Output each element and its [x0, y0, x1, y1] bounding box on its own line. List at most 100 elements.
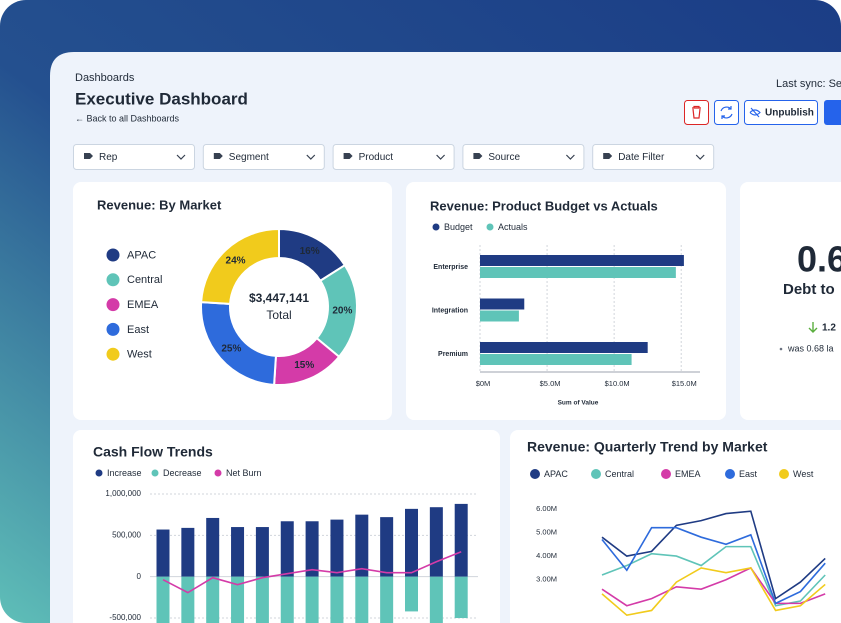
kpi-change: 1.2 — [822, 323, 836, 334]
chart-title: Revenue: Quarterly Trend by Market — [527, 439, 768, 455]
series-line — [162, 551, 462, 594]
legend-swatch — [95, 469, 103, 477]
kpi-comparison: was 0.68 la — [787, 343, 834, 353]
refresh-button[interactable] — [714, 100, 739, 125]
dropdown-box — [332, 144, 455, 170]
filter-dropdown[interactable]: Rep — [73, 144, 195, 170]
center-label: Total — [266, 308, 291, 322]
category-label: Premium — [438, 351, 468, 358]
bar — [280, 576, 294, 623]
bullet — [779, 347, 783, 351]
y-tick-label: -500,000 — [109, 613, 141, 622]
legend-swatch — [530, 469, 540, 479]
chevron-icon — [306, 154, 316, 160]
legend-swatch — [106, 322, 120, 336]
x-tick-label: $15.0M — [672, 379, 697, 388]
legend-swatch — [725, 469, 735, 479]
tag-icon — [84, 153, 93, 159]
x-axis-label: Sum of Value — [558, 400, 599, 407]
kpi-value: 0.6 — [797, 239, 841, 280]
legend-label: Central — [605, 469, 634, 479]
bar — [429, 507, 443, 577]
dropdown-box — [202, 144, 325, 170]
bar — [429, 576, 443, 623]
breadcrumb: Dashboards — [75, 72, 135, 84]
filter-dropdown[interactable]: Segment — [202, 144, 325, 170]
delete-button[interactable] — [684, 100, 709, 125]
x-tick-label: $0M — [476, 379, 491, 388]
legend-label: Budget — [444, 222, 473, 232]
y-tick-label: 4.00M — [536, 551, 557, 560]
bar — [355, 576, 369, 623]
legend-label: APAC — [544, 469, 568, 479]
kpi-label: Debt to — [783, 281, 835, 298]
bar — [480, 255, 684, 266]
legend-label: EMEA — [127, 299, 159, 311]
bar — [454, 503, 468, 577]
legend-swatch — [106, 347, 120, 361]
filter-dropdown[interactable]: Product — [332, 144, 455, 170]
chevron-icon — [695, 154, 705, 160]
unpublish-button[interactable]: Unpublish — [744, 100, 818, 125]
bar — [156, 529, 170, 577]
legend-label: Decrease — [163, 468, 202, 478]
category-label: Enterprise — [433, 264, 468, 271]
bar — [181, 527, 195, 577]
back-link[interactable]: ← Back to all Dashboards — [75, 113, 180, 123]
category-label: Integration — [432, 307, 468, 314]
tag-icon — [343, 153, 353, 159]
filter-dropdown[interactable]: Date Filter — [592, 144, 715, 170]
bar — [181, 576, 195, 623]
bar — [255, 527, 269, 577]
button-label: Unpublish — [765, 108, 814, 119]
bar — [454, 576, 468, 619]
legend-swatch — [106, 273, 120, 287]
bar — [405, 576, 418, 612]
dropdown-box — [462, 144, 585, 170]
legend-swatch — [214, 469, 222, 477]
bar — [206, 576, 220, 623]
legend-swatch — [779, 469, 789, 479]
filter-dropdown[interactable]: Source — [462, 144, 585, 170]
bar — [480, 342, 648, 353]
slice-label: 24% — [226, 255, 246, 266]
donut-slice — [200, 227, 280, 305]
bar — [231, 527, 245, 577]
slice-label: 25% — [221, 344, 241, 355]
legend-swatch — [591, 469, 601, 479]
bar — [280, 521, 294, 577]
bar — [480, 354, 632, 365]
bar — [355, 514, 369, 577]
bar — [405, 508, 418, 577]
legend-label: APAC — [127, 249, 156, 261]
center-value: $3,447,141 — [249, 291, 309, 305]
chevron-icon — [436, 154, 446, 160]
legend-swatch — [432, 223, 440, 231]
legend-label: EMEA — [675, 469, 701, 479]
legend-label: Increase — [107, 468, 142, 478]
y-tick-label: 0 — [137, 572, 142, 581]
chevron-icon — [176, 154, 186, 160]
series-line — [601, 510, 826, 600]
legend-label: Central — [127, 274, 162, 286]
bar — [305, 521, 319, 577]
chevron-icon — [565, 154, 575, 160]
legend-label: West — [793, 469, 814, 479]
bar — [480, 310, 519, 322]
legend-label: East — [127, 324, 149, 336]
tag-icon — [603, 153, 613, 159]
bar — [231, 576, 245, 623]
last-sync: Last sync: Se — [776, 78, 841, 90]
legend-label: East — [739, 469, 758, 479]
dropdown-box — [73, 144, 195, 170]
legend-label: West — [127, 349, 152, 361]
legend-swatch — [486, 223, 494, 231]
legend-swatch — [151, 469, 159, 477]
y-tick-label: 500,000 — [112, 530, 141, 539]
filter-label: Product — [359, 152, 394, 163]
slice-label: 20% — [332, 306, 352, 317]
bar — [380, 517, 394, 577]
primary-button[interactable] — [824, 100, 841, 125]
slice-label: 15% — [294, 360, 314, 371]
bar — [480, 267, 676, 278]
